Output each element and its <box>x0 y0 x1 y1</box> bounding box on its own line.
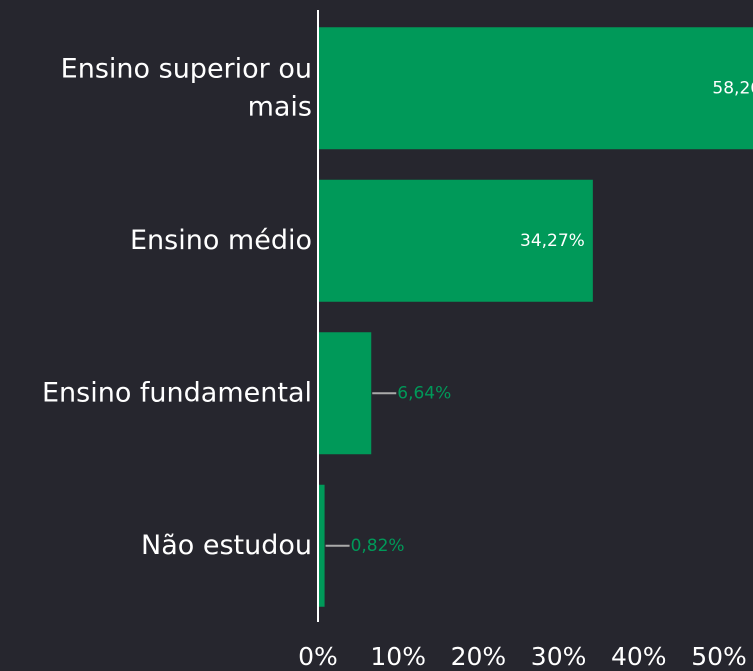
x-tick-label: 0% <box>298 642 338 671</box>
category-label: Ensino fundamental <box>42 377 312 408</box>
bar <box>318 27 753 150</box>
category-label: Não estudou <box>141 529 312 560</box>
category-label: Ensino superior ou mais <box>61 53 312 122</box>
x-tick-label: 30% <box>531 642 587 671</box>
category-label: Ensino médio <box>130 224 312 255</box>
x-tick-label: 50% <box>691 642 747 671</box>
value-label: 6,64% <box>397 383 451 403</box>
value-label: 34,27% <box>520 231 585 251</box>
x-tick-label: 10% <box>370 642 426 671</box>
bar <box>318 179 593 302</box>
value-label: 58,26% <box>712 78 753 98</box>
bar <box>318 484 325 607</box>
x-tick-label: 40% <box>611 642 667 671</box>
bar <box>318 332 372 455</box>
value-label: 0,82% <box>351 536 405 556</box>
x-tick-label: 20% <box>451 642 507 671</box>
